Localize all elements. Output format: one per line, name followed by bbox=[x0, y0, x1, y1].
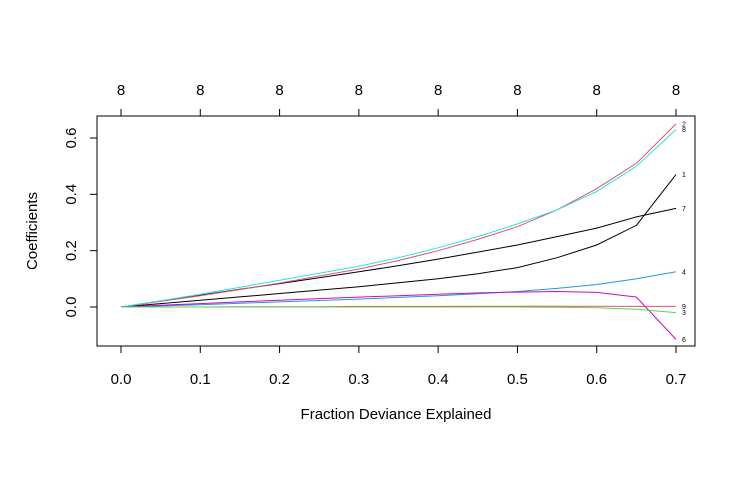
top-tick-label: 8 bbox=[672, 82, 680, 99]
x-tick-label: 0.0 bbox=[111, 371, 132, 388]
series-end-label-2: 2 bbox=[682, 121, 686, 128]
plot-frame bbox=[96, 115, 696, 347]
series-end-label-6: 6 bbox=[682, 337, 686, 344]
series-end-label-7: 7 bbox=[682, 206, 686, 213]
series-end-label-3: 3 bbox=[682, 310, 686, 317]
x-tick-label: 0.3 bbox=[348, 371, 369, 388]
x-axis: 0.0 0.1 0.2 0.3 0.4 0.5 0.6 0.7 bbox=[111, 345, 687, 388]
y-axis-title: Coefficients bbox=[24, 192, 41, 270]
series-line-4 bbox=[120, 271, 677, 308]
top-tick-label: 8 bbox=[593, 82, 601, 99]
top-tick-label: 8 bbox=[275, 82, 283, 99]
y-tick-label: 0.4 bbox=[63, 184, 80, 205]
x-tick-label: 0.2 bbox=[269, 371, 290, 388]
top-axis: 8 8 8 8 8 8 8 8 bbox=[117, 82, 680, 117]
y-axis: 0.0 0.2 0.4 0.6 bbox=[63, 128, 98, 318]
x-tick-label: 0.1 bbox=[190, 371, 211, 388]
y-tick-label: 0.0 bbox=[63, 297, 80, 318]
series-end-label-4: 4 bbox=[682, 269, 686, 276]
series-end-label-8: 8 bbox=[682, 127, 686, 134]
series-line-2 bbox=[120, 123, 677, 308]
x-tick-label: 0.4 bbox=[428, 371, 449, 388]
series-layer bbox=[120, 123, 677, 340]
series-end-label-1: 1 bbox=[682, 172, 686, 179]
series-label-layer: 28 1 7 4 93 6 bbox=[682, 121, 686, 343]
top-tick-label: 8 bbox=[117, 82, 125, 99]
series-line-1 bbox=[120, 174, 677, 308]
x-axis-title: Fraction Deviance Explained bbox=[301, 406, 492, 423]
series-line-8 bbox=[120, 129, 677, 308]
top-tick-label: 8 bbox=[196, 82, 204, 99]
x-tick-label: 0.5 bbox=[507, 371, 528, 388]
x-tick-label: 0.6 bbox=[586, 371, 607, 388]
y-tick-label: 0.6 bbox=[63, 128, 80, 149]
top-tick-label: 8 bbox=[513, 82, 521, 99]
series-line-6 bbox=[120, 290, 677, 340]
x-tick-label: 0.7 bbox=[666, 371, 687, 388]
y-tick-label: 0.2 bbox=[63, 240, 80, 261]
top-tick-label: 8 bbox=[355, 82, 363, 99]
top-tick-label: 8 bbox=[434, 82, 442, 99]
series-line-3 bbox=[121, 306, 677, 314]
series-end-label-9: 9 bbox=[682, 304, 686, 311]
